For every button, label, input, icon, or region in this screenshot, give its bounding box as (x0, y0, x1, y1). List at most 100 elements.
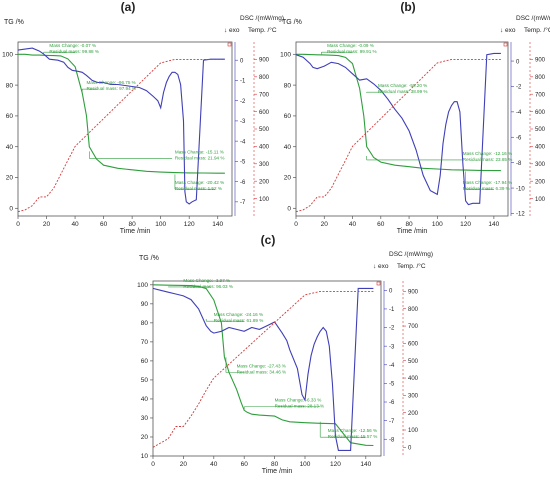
temp-tick-label: 500 (535, 127, 546, 133)
residual-mass-label: Residual mass: 99.88 % (49, 49, 99, 54)
dsc-curve (17, 47, 225, 205)
temperature-curve (152, 290, 374, 448)
residual-mass-label: Residual mass: 28.13 % (275, 404, 325, 409)
dsc-curve (295, 52, 501, 206)
dsc-tick-label: -5 (240, 160, 246, 166)
mass-change-label: Mass Change: -27.43 % (237, 364, 286, 369)
mass-change-label: Mass Change: -6.33 % (275, 398, 322, 403)
tg-axis-title: TG /% (282, 19, 302, 26)
dsc-axis-title: DSC /(mW/mg) (516, 15, 550, 22)
tg-curve (296, 53, 501, 172)
temp-tick-label: 200 (535, 179, 546, 185)
x-axis-title: Time /min (262, 468, 293, 475)
temp-tick-label: 600 (535, 110, 546, 116)
dsc-tick-label: -2 (240, 99, 246, 105)
temp-tick-label: 700 (535, 92, 546, 98)
dsc-tick-label: -4 (389, 363, 395, 369)
x-axis-title: Time /min (120, 228, 151, 235)
x-tick-label: 60 (100, 221, 108, 228)
tg-tick-label: 20 (284, 175, 292, 182)
tg-tick-label: 40 (284, 144, 292, 151)
temp-tick-label: 600 (259, 110, 270, 116)
mass-change-label: Mass Change: -96.75 % (86, 80, 135, 85)
temp-tick-label: 200 (408, 411, 419, 417)
mass-change-label: Mass Change: -20.42 % (175, 180, 224, 185)
dsc-tick-label: -8 (389, 437, 395, 443)
dsc-tick-label: -3 (389, 344, 395, 350)
residual-mass-label: Residual mass: 34.46 % (237, 370, 287, 375)
residual-mass-label: Residual mass: 6.39 % (463, 186, 510, 191)
tg-tick-label: 60 (141, 358, 149, 365)
temp-tick-label: 800 (535, 75, 546, 81)
temp-tick-label: 600 (408, 342, 419, 348)
x-tick-label: 100 (300, 461, 311, 468)
panel-label: (c) (261, 233, 276, 247)
x-tick-label: 140 (488, 221, 499, 228)
tg-tick-label: 70 (141, 339, 149, 346)
temp-tick-label: 500 (408, 359, 419, 365)
residual-mass-label: Residual mass: 15.57 % (328, 434, 378, 439)
x-tick-label: 40 (210, 461, 218, 468)
residual-mass-label: Residual mass: 97.94 % (86, 86, 136, 91)
x-tick-label: 20 (43, 221, 51, 228)
mass-change-label: Mass Change: -0.09 % (327, 43, 374, 48)
residual-mass-label: Residual mass: 38.99 % (378, 89, 428, 94)
tg-curve (18, 53, 225, 174)
end-marker (376, 281, 381, 286)
tg-tick-label: 100 (2, 52, 13, 59)
tg-tick-label: 20 (141, 434, 149, 441)
x-tick-label: 60 (241, 461, 249, 468)
tg-tick-label: 80 (284, 82, 292, 89)
tg-tick-label: 20 (6, 175, 14, 182)
x-tick-label: 120 (184, 221, 195, 228)
mass-change-label: Mass Change: -17.94 % (463, 180, 512, 185)
dsc-tick-label: -2 (516, 85, 522, 91)
tg-tick-label: 0 (9, 206, 13, 213)
dsc-axis-title: DSC /(mW/mg) (240, 15, 284, 22)
x-tick-label: 0 (151, 461, 155, 468)
residual-mass-label: Residual mass: 61.89 % (214, 318, 264, 323)
residual-mass-label: Residual mass: 21.94 % (175, 155, 225, 160)
dsc-tick-label: -6 (516, 135, 522, 141)
temp-axis-title: Temp. /°C (397, 262, 426, 270)
dsc-axis-title: DSC /(mW/mg) (389, 251, 433, 258)
exo-indicator: ↓ exo (373, 263, 389, 270)
dsc-tick-label: -12 (516, 212, 525, 218)
end-marker (227, 42, 232, 47)
x-tick-label: 40 (349, 221, 357, 228)
dsc-tick-label: -6 (389, 400, 395, 406)
temp-tick-label: 100 (535, 197, 546, 203)
x-tick-label: 0 (294, 221, 298, 228)
temp-tick-label: 900 (535, 58, 546, 64)
tg-axis-title: TG /% (139, 255, 159, 262)
dsc-tick-label: -5 (389, 382, 395, 388)
temp-tick-label: 400 (535, 145, 546, 151)
temp-axis-title: Temp. /°C (248, 26, 277, 34)
mass-change-label: Mass Change: -15.11 % (175, 149, 224, 154)
chart-panel-1: (a) TG /% DSC /(mW/mg) Temp. /°C ↓ exo 0 20 40 6… (2, 0, 284, 235)
x-tick-label: 60 (377, 221, 385, 228)
temp-tick-label: 300 (259, 162, 270, 168)
mass-change-label: Mass Change: -12.16 % (463, 151, 512, 156)
plot-frame (152, 280, 382, 457)
tg-tick-label: 60 (6, 113, 14, 120)
dsc-tick-label: -1 (389, 307, 395, 313)
temp-tick-label: 800 (408, 307, 419, 313)
mass-change-label: Mass Change: -24.16 % (214, 312, 263, 317)
x-tick-label: 100 (432, 221, 443, 228)
residual-mass-label: Residual mass: 96.03 % (183, 284, 233, 289)
mass-change-label: Mass Change: -12.56 % (328, 428, 377, 433)
tg-tick-label: 0 (287, 206, 291, 213)
temp-tick-label: 900 (259, 58, 270, 64)
x-tick-label: 80 (405, 221, 413, 228)
temperature-curve (295, 58, 501, 213)
x-tick-label: 120 (330, 461, 341, 468)
chart-panel-2: (b) TG /% DSC /(mW/mg) Temp. /°C ↓ exo 0 20 40 6… (280, 0, 550, 235)
x-tick-label: 40 (71, 221, 79, 228)
x-tick-label: 100 (155, 221, 166, 228)
tg-tick-label: 40 (141, 396, 149, 403)
dsc-tick-label: -7 (240, 200, 246, 206)
panel-label: (b) (400, 0, 415, 14)
temp-tick-label: 500 (259, 127, 270, 133)
residual-mass-label: Residual mass: 23.65 % (463, 157, 513, 162)
